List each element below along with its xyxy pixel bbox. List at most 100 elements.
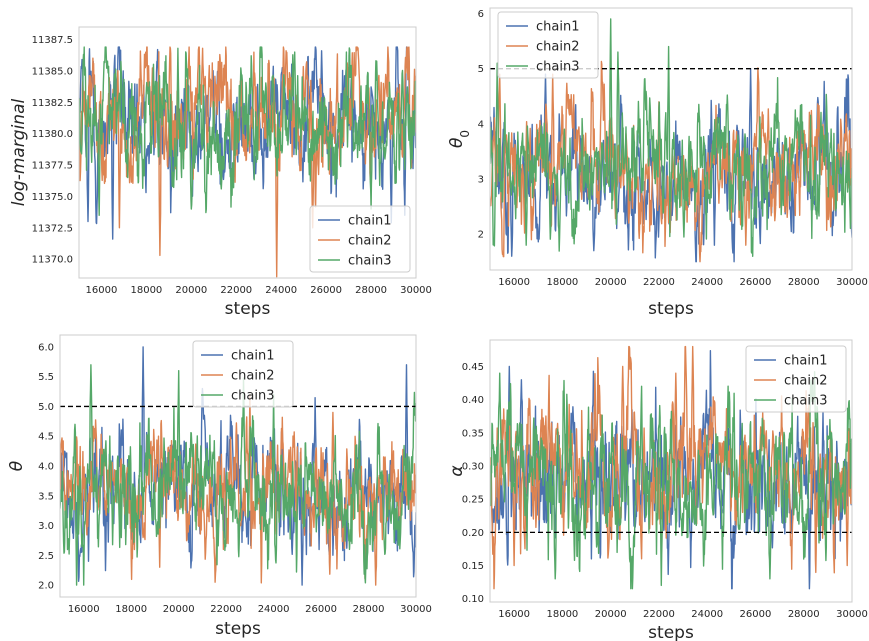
- x-tick-label: 22000: [220, 285, 252, 296]
- y-tick-label: 11377.5: [32, 161, 73, 172]
- y-tick-label: 2.0: [38, 581, 54, 592]
- legend-label-chain3: chain3: [348, 254, 391, 269]
- y-axis-label: α: [447, 465, 467, 476]
- y-tick-label: 4.0: [38, 462, 54, 473]
- x-tick-label: 30000: [836, 277, 868, 288]
- legend-label-chain1: chain1: [536, 20, 579, 35]
- y-tick-label: 0.35: [462, 428, 484, 439]
- y-tick-label: 11372.5: [32, 223, 73, 234]
- legend-label-chain3: chain3: [536, 60, 579, 75]
- x-tick-label: 26000: [740, 277, 772, 288]
- y-tick-label: 11382.5: [32, 98, 73, 109]
- y-tick-label: 4.5: [38, 432, 54, 443]
- y-tick-label: 6: [478, 9, 484, 20]
- x-tick-label: 20000: [163, 604, 195, 615]
- y-tick-label: 3: [478, 174, 484, 185]
- y-tick-label: 11370.0: [32, 255, 73, 266]
- legend-box: [497, 11, 599, 79]
- trace-line-theta0-chain3: [490, 18, 852, 257]
- y-tick-label: 6.0: [38, 342, 54, 353]
- x-tick-label: 22000: [210, 604, 242, 615]
- x-tick-label: 16000: [498, 609, 530, 620]
- legend-theta: chain1 chain2 chain3: [192, 340, 294, 408]
- trace-line-logm-chain3: [79, 46, 416, 217]
- x-tick-label: 20000: [175, 285, 207, 296]
- x-tick-label: 26000: [740, 609, 772, 620]
- legend-theta0: chain1 chain2 chain3: [497, 11, 599, 79]
- y-tick-label: 3.5: [38, 491, 54, 502]
- legend-box: [745, 345, 847, 413]
- x-tick-label: 24000: [691, 609, 723, 620]
- y-tick-label: 11387.5: [32, 35, 73, 46]
- x-tick-label: 16000: [498, 277, 530, 288]
- x-tick-label: 16000: [68, 604, 100, 615]
- axes-frame-logm: [78, 26, 417, 279]
- legend-box: [309, 205, 411, 273]
- x-tick-label: 28000: [788, 277, 820, 288]
- x-axis-label: steps: [225, 299, 271, 319]
- x-axis-label: steps: [215, 619, 261, 639]
- y-tick-label: 5.5: [38, 372, 54, 383]
- y-tick-label: 0.45: [462, 362, 484, 373]
- x-tick-label: 18000: [546, 277, 578, 288]
- legend-label-chain2: chain2: [348, 234, 391, 249]
- x-tick-label: 26000: [310, 285, 342, 296]
- y-axis-label: θ0: [447, 130, 472, 148]
- trace-line-theta-chain3: [60, 364, 416, 586]
- x-tick-label: 22000: [643, 609, 675, 620]
- chart-panel-theta0: 16000 18000 20000 22000 24000 26000 28000 30000…: [447, 7, 868, 319]
- y-tick-label: 0.10: [462, 594, 484, 605]
- chart-panel-alpha: 16000 18000 20000 22000 24000 26000 28000 30000…: [447, 339, 868, 641]
- legend-label-chain2: chain2: [231, 369, 274, 384]
- y-tick-label: 5: [478, 64, 484, 75]
- x-tick-label: 28000: [788, 609, 820, 620]
- y-tick-label: 2.5: [38, 551, 54, 562]
- chart-panel-theta: 16000 18000 20000 22000 24000 26000 28000 30000…: [7, 334, 432, 639]
- x-tick-label: 28000: [353, 604, 385, 615]
- x-tick-label: 24000: [691, 277, 723, 288]
- x-axis-label: steps: [648, 623, 694, 641]
- y-tick-label: 2: [478, 230, 484, 241]
- y-tick-label: 11380.0: [32, 129, 73, 140]
- legend-logm: chain1 chain2 chain3: [309, 205, 411, 273]
- y-tick-label: 11375.0: [32, 192, 73, 203]
- y-tick-label: 0.40: [462, 395, 484, 406]
- y-tick-label: 11385.0: [32, 66, 73, 77]
- trace-line-alpha-chain2: [490, 345, 852, 590]
- x-axis-label: steps: [648, 299, 694, 319]
- legend-label-chain3: chain3: [231, 389, 274, 404]
- y-tick-label: 0.20: [462, 528, 484, 539]
- x-tick-label: 22000: [643, 277, 675, 288]
- legend-label-chain2: chain2: [536, 40, 579, 55]
- legend-label-chain2: chain2: [784, 374, 827, 389]
- y-tick-label: 0.15: [462, 561, 484, 572]
- x-tick-label: 18000: [130, 285, 162, 296]
- x-tick-label: 26000: [305, 604, 337, 615]
- legend-box: [192, 340, 294, 408]
- y-axis-label: log-marginal: [9, 99, 29, 207]
- x-tick-label: 30000: [836, 609, 868, 620]
- legend-label-chain3: chain3: [784, 394, 827, 409]
- x-tick-label: 18000: [115, 604, 147, 615]
- legend-label-chain1: chain1: [784, 354, 827, 369]
- chart-panel-logm: 16000 18000 20000 22000 24000 26000 28000 30000…: [9, 26, 432, 319]
- x-tick-label: 16000: [86, 285, 118, 296]
- legend-alpha: chain1 chain2 chain3: [745, 345, 847, 413]
- axes-frame-alpha: [489, 339, 853, 603]
- x-tick-label: 28000: [355, 285, 387, 296]
- y-tick-label: 0.25: [462, 495, 484, 506]
- y-tick-label: 5.0: [38, 402, 54, 413]
- y-tick-label: 4: [478, 119, 484, 130]
- axes-frame-theta0: [489, 7, 853, 271]
- x-tick-label: 30000: [400, 285, 432, 296]
- y-axis-label: θ: [7, 460, 27, 471]
- x-tick-label: 18000: [546, 609, 578, 620]
- x-tick-label: 20000: [595, 609, 627, 620]
- x-tick-label: 20000: [595, 277, 627, 288]
- trace-line-alpha-chain3: [490, 371, 852, 590]
- legend-label-chain1: chain1: [348, 214, 391, 229]
- legend-label-chain1: chain1: [231, 349, 274, 364]
- x-tick-label: 24000: [258, 604, 290, 615]
- x-tick-label: 24000: [265, 285, 297, 296]
